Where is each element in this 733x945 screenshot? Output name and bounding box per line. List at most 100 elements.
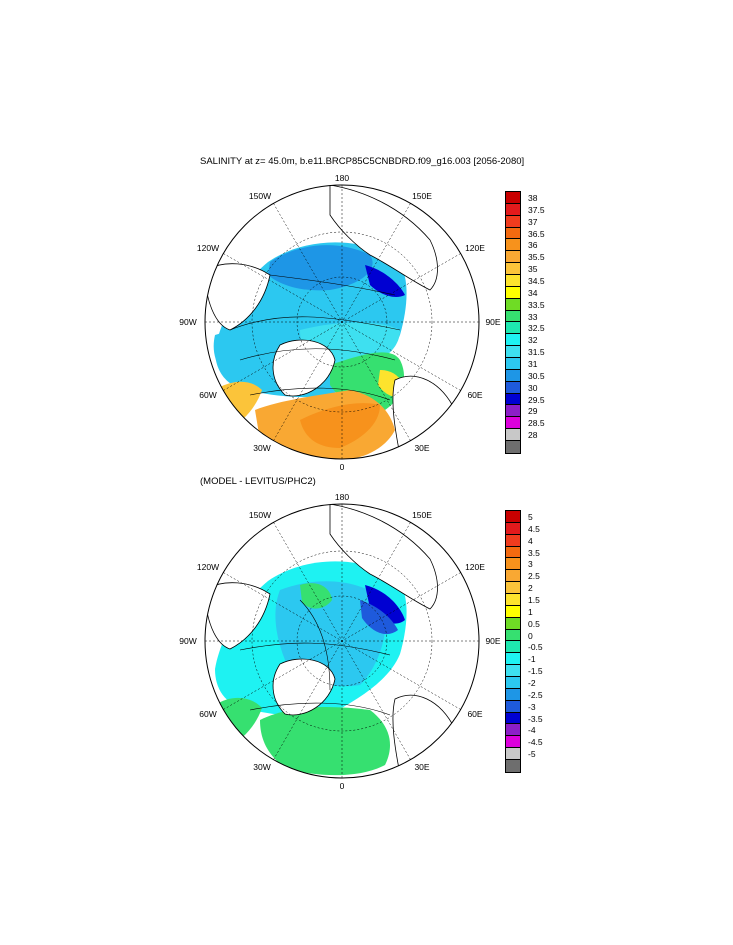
salinity-colorbar	[505, 191, 521, 454]
panel2-title: (MODEL - LEVITUS/PHC2)	[200, 476, 316, 487]
salinity-colorbar-swatch	[506, 358, 520, 370]
lon-label-180-p2: 180	[334, 492, 350, 502]
salinity-colorbar-label: 32.5	[528, 323, 545, 334]
difference-colorbar-label: 4	[528, 535, 533, 546]
difference-colorbar-swatch	[506, 511, 520, 523]
salinity-colorbar-swatch	[506, 310, 520, 323]
difference-colorbar-swatch	[506, 570, 520, 583]
salinity-colorbar-swatch	[506, 381, 520, 394]
salinity-colorbar-label: 30.5	[528, 370, 545, 381]
difference-colorbar-swatch	[506, 653, 520, 666]
difference-colorbar-label: 0.5	[528, 618, 540, 629]
lon-label-30e-p2: 30E	[414, 762, 430, 772]
lon-label-90e-p1: 90E	[485, 317, 501, 327]
difference-colorbar-label: -5	[528, 749, 536, 760]
difference-colorbar-label: -2	[528, 678, 536, 689]
salinity-colorbar-label: 36	[528, 240, 538, 251]
difference-colorbar-label: 2	[528, 583, 533, 594]
panel1-title: SALINITY at z= 45.0m, b.e11.BRCP85C5CNBD…	[200, 156, 525, 167]
lon-label-150w-p2: 150W	[248, 510, 272, 520]
lon-label-90w-p2: 90W	[179, 636, 197, 646]
lon-label-150e-p1: 150E	[412, 191, 432, 201]
lon-label-150e-p2: 150E	[412, 510, 432, 520]
lon-label-0-p2: 0	[339, 781, 345, 791]
lon-label-60w-p2: 60W	[199, 709, 217, 719]
salinity-colorbar-swatch	[506, 286, 520, 299]
lon-label-30w-p1: 30W	[253, 443, 271, 453]
difference-colorbar	[505, 510, 521, 773]
ocean-baffin	[213, 332, 260, 372]
difference-colorbar-label: 5	[528, 511, 533, 522]
difference-colorbar-swatch	[506, 748, 520, 761]
difference-map	[204, 503, 480, 779]
ocean-east-siberian	[365, 265, 405, 297]
lon-label-60e-p2: 60E	[467, 709, 483, 719]
lon-label-60e-p1: 60E	[467, 390, 483, 400]
difference-colorbar-label: -4.5	[528, 737, 543, 748]
difference-colorbar-swatch	[506, 594, 520, 606]
difference-colorbar-swatch	[506, 546, 520, 559]
salinity-colorbar-swatch	[506, 227, 520, 240]
salinity-colorbar-swatch	[506, 405, 520, 418]
salinity-colorbar-swatch	[506, 393, 520, 406]
lon-label-90w-p1: 90W	[179, 317, 197, 327]
difference-colorbar-swatch	[506, 736, 520, 749]
salinity-colorbar-label: 28.5	[528, 418, 545, 429]
difference-colorbar-label: 3.5	[528, 547, 540, 558]
difference-colorbar-swatch	[506, 700, 520, 713]
salinity-colorbar-swatch	[506, 429, 520, 442]
salinity-colorbar-label: 28	[528, 430, 538, 441]
lon-label-60w-p1: 60W	[199, 390, 217, 400]
salinity-colorbar-label: 35.5	[528, 252, 545, 263]
salinity-colorbar-label: 37	[528, 216, 538, 227]
difference-colorbar-swatch	[506, 605, 520, 618]
salinity-colorbar-label: 29	[528, 406, 538, 417]
salinity-colorbar-label: 30	[528, 382, 538, 393]
difference-colorbar-swatch	[506, 629, 520, 642]
difference-colorbar-swatch	[506, 760, 520, 772]
diff-canada-land	[205, 582, 271, 650]
salinity-colorbar-label: 31.5	[528, 347, 545, 358]
lon-label-120e-p1: 120E	[465, 243, 485, 253]
difference-colorbar-swatch	[506, 677, 520, 689]
salinity-colorbar-label: 29.5	[528, 394, 545, 405]
diff-ocean-east-siberian-2	[360, 600, 398, 635]
difference-colorbar-label: -4	[528, 725, 536, 736]
difference-colorbar-label: -1.5	[528, 666, 543, 677]
salinity-colorbar-swatch	[506, 417, 520, 430]
difference-colorbar-swatch	[506, 641, 520, 654]
salinity-colorbar-swatch	[506, 203, 520, 216]
salinity-colorbar-label: 38	[528, 192, 538, 203]
difference-colorbar-swatch	[506, 582, 520, 595]
salinity-colorbar-label: 34	[528, 287, 538, 298]
salinity-colorbar-label: 35	[528, 264, 538, 275]
salinity-colorbar-swatch	[506, 346, 520, 359]
salinity-colorbar-swatch	[506, 251, 520, 264]
salinity-colorbar-label: 33	[528, 311, 538, 322]
ocean-norwegian-warm	[300, 403, 380, 448]
salinity-colorbar-label: 32	[528, 335, 538, 346]
salinity-colorbar-swatch	[506, 322, 520, 335]
salinity-colorbar-label: 33.5	[528, 299, 545, 310]
difference-colorbar-swatch	[506, 665, 520, 678]
salinity-colorbar-swatch	[506, 334, 520, 347]
difference-colorbar-label: 1.5	[528, 594, 540, 605]
difference-colorbar-label: -3	[528, 701, 536, 712]
diff-greenland	[272, 658, 336, 716]
lon-label-120w-p1: 120W	[196, 243, 220, 253]
salinity-map	[204, 184, 480, 460]
difference-colorbar-swatch	[506, 712, 520, 725]
lon-label-30w-p2: 30W	[253, 762, 271, 772]
difference-colorbar-label: -2.5	[528, 689, 543, 700]
difference-colorbar-label: 2.5	[528, 571, 540, 582]
difference-colorbar-swatch	[506, 522, 520, 535]
difference-colorbar-label: -1	[528, 654, 536, 665]
salinity-colorbar-swatch	[506, 441, 520, 453]
difference-colorbar-swatch	[506, 688, 520, 701]
difference-colorbar-label: 3	[528, 559, 533, 570]
lon-label-120e-p2: 120E	[465, 562, 485, 572]
ocean-canada-basin	[268, 245, 373, 291]
difference-colorbar-swatch	[506, 534, 520, 547]
salinity-colorbar-label: 36.5	[528, 228, 545, 239]
